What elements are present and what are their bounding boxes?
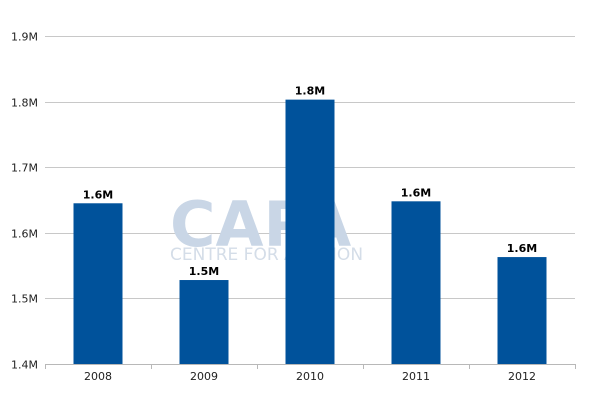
x-tick-label: 2009 [190,370,218,383]
y-tick-label: 1.7M [11,162,38,175]
y-tick-label: 1.4M [11,359,38,372]
data-label-2009: 1.5M [189,265,219,278]
x-tick-label: 2008 [84,370,112,383]
y-tick-label: 1.6M [11,228,38,241]
bar-2009 [179,280,229,364]
bar-2011 [391,201,441,364]
bar-2010 [285,99,335,364]
y-axis-tick-labels: 1.4M 1.5M 1.6M 1.7M 1.8M 1.9M [11,31,38,372]
bars [73,99,547,364]
x-tick-label: 2011 [402,370,430,383]
data-label-2011: 1.6M [401,186,431,199]
data-labels: 1.6M 1.5M 1.8M 1.6M 1.6M [83,85,537,278]
data-label-2010: 1.8M [295,85,325,98]
x-tick-label: 2010 [296,370,324,383]
data-label-2008: 1.6M [83,188,113,201]
bar-2012 [497,257,547,364]
bar-2008 [73,203,123,364]
data-label-2012: 1.6M [507,242,537,255]
y-tick-label: 1.9M [11,31,38,44]
x-axis: 2008 2009 2010 2011 2012 [45,364,576,383]
y-tick-label: 1.5M [11,293,38,306]
x-tick-label: 2012 [508,370,536,383]
y-tick-label: 1.8M [11,97,38,110]
